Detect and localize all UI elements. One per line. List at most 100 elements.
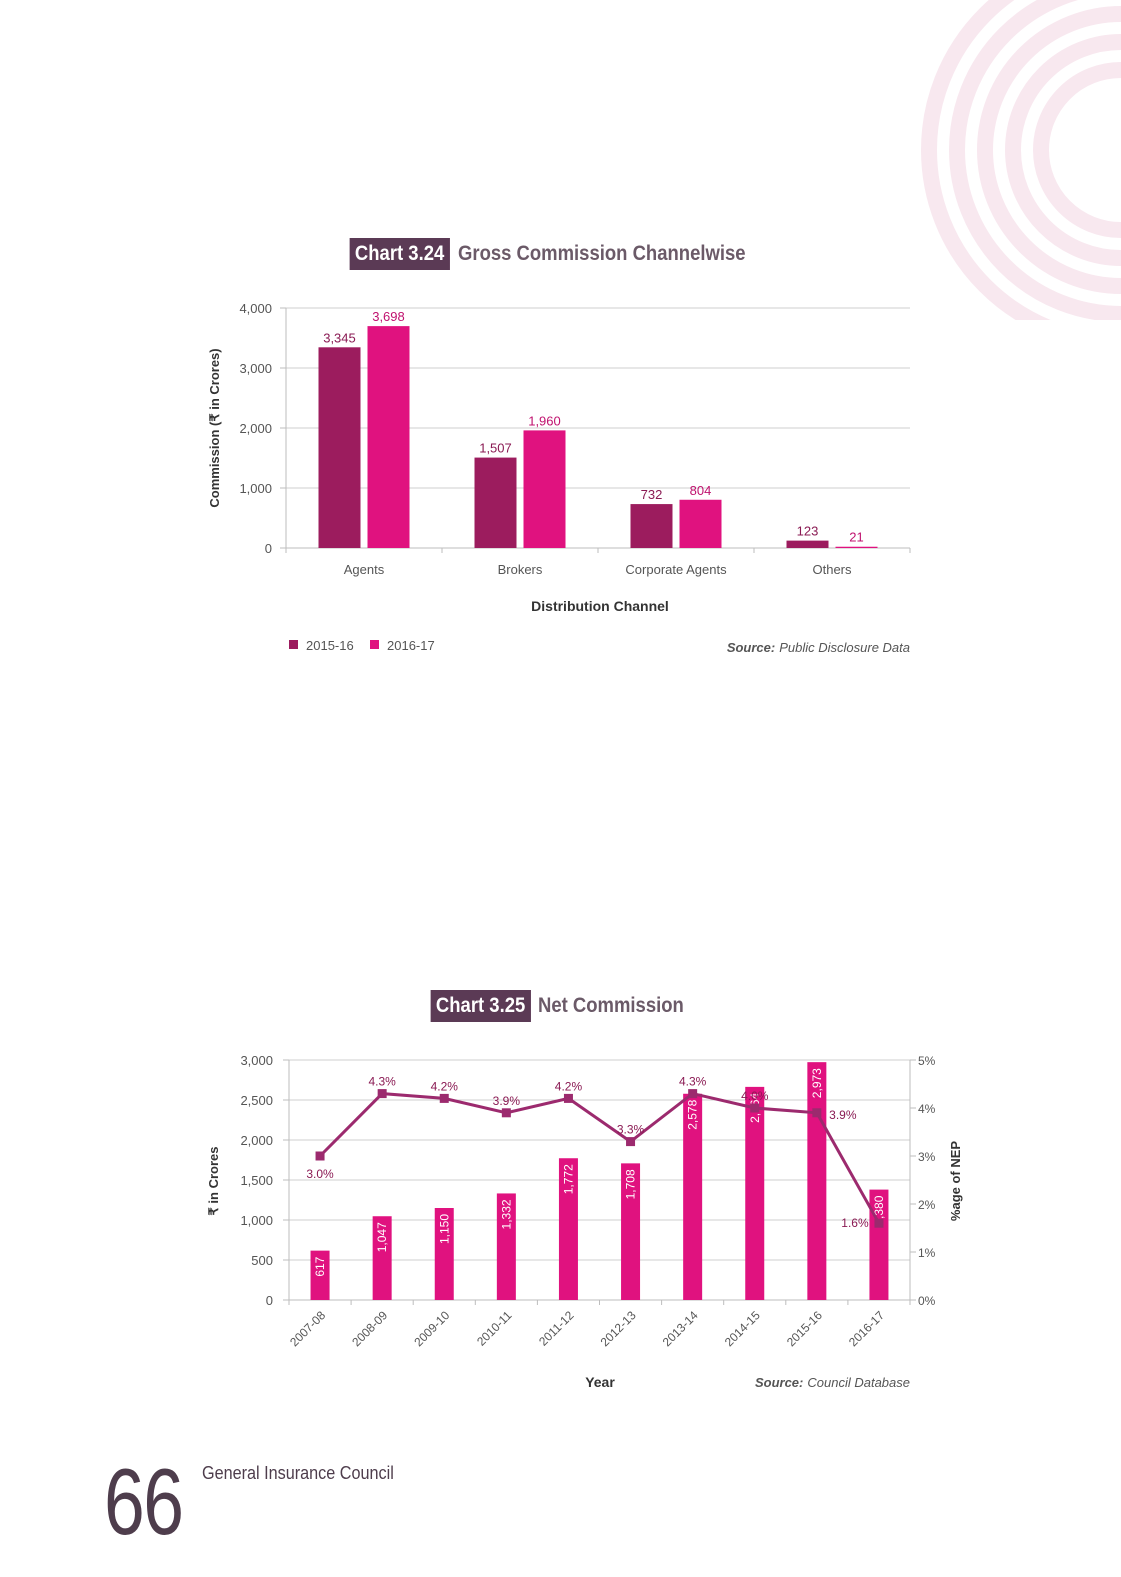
chart-3-24-y-axis-label: Commission (₹ in Crores)	[207, 348, 222, 507]
chart-3-25-y-axis-label: ₹ in Crores	[206, 1147, 221, 1216]
bar-value-label: 1,332	[499, 1199, 513, 1229]
x-tick-label: 2016-17	[846, 1308, 887, 1349]
legend-swatch-2016-17	[370, 640, 379, 649]
bar-2015-16-others	[786, 540, 829, 548]
bar-2016-17-others	[835, 546, 878, 548]
x-tick-label: 2007-08	[287, 1308, 328, 1349]
x-tick-label: 2008-09	[349, 1308, 390, 1349]
bar-value-label: 1,150	[437, 1214, 451, 1244]
x-tick-label: Others	[812, 562, 852, 577]
bar-value-label: 1,772	[561, 1164, 575, 1194]
y-tick-label: 2,000	[239, 421, 272, 436]
bar-value-label: 617	[313, 1256, 327, 1276]
line-value-label: 3.9%	[493, 1094, 521, 1108]
y-tick-label: 1,500	[240, 1173, 273, 1188]
x-tick-label: 2013-14	[660, 1308, 701, 1349]
chart-3-25-number: Chart 3.25	[430, 990, 531, 1022]
x-tick-label: 2014-15	[722, 1308, 763, 1349]
x-tick-label: Corporate Agents	[625, 562, 727, 577]
line-value-label: 4.2%	[555, 1079, 583, 1093]
line-value-label: 4.2%	[431, 1079, 459, 1093]
data-label: 21	[849, 530, 863, 545]
y2-tick-label: 3%	[918, 1150, 936, 1164]
chart-3-25-x-axis-label: Year	[585, 1374, 615, 1390]
bar-2016-17-brokers	[523, 430, 566, 548]
y-tick-label: 1,000	[239, 481, 272, 496]
y-tick-label: 500	[251, 1253, 273, 1268]
legend-label-2016-17: 2016-17	[387, 638, 435, 653]
chart-3-25-source: Source: Council Database	[755, 1375, 910, 1390]
y2-tick-label: 2%	[918, 1198, 936, 1212]
legend-swatch-2015-16	[289, 640, 298, 649]
data-label: 732	[641, 487, 663, 502]
x-tick-label: 2015-16	[784, 1308, 825, 1349]
x-tick-label: 2010-11	[474, 1308, 515, 1349]
bar-2010-11	[496, 1193, 516, 1300]
line-point-2011-12	[563, 1093, 573, 1103]
data-label: 123	[797, 524, 819, 539]
line-value-label: 4.0%	[741, 1089, 769, 1103]
bar-value-label: 2,578	[686, 1099, 700, 1129]
chart-3-24-name: Gross Commission Channelwise	[457, 242, 746, 265]
line-value-label: 4.3%	[679, 1075, 707, 1089]
line-point-2009-10	[439, 1093, 449, 1103]
line-value-label: 3.3%	[617, 1123, 645, 1137]
bar-2016-17-corporate-agents	[679, 499, 722, 548]
x-tick-label: Agents	[344, 562, 385, 577]
bar-value-label: 1,708	[624, 1169, 638, 1199]
y-tick-label: 3,000	[240, 1053, 273, 1068]
line-value-label: 1.6%	[841, 1216, 869, 1230]
y2-tick-label: 5%	[918, 1054, 936, 1068]
chart-3-25-name: Net Commission	[538, 994, 685, 1017]
line-point-2015-16	[812, 1108, 822, 1118]
chart-3-24-source-label: Source:	[727, 640, 775, 655]
y-tick-label: 2,500	[240, 1093, 273, 1108]
chart-3-24-title: Chart 3.24 Gross Commission Channelwise	[0, 238, 1121, 270]
y-tick-label: 3,000	[239, 361, 272, 376]
decorative-arcs	[921, 0, 1121, 320]
y-tick-label: 4,000	[239, 301, 272, 316]
y2-tick-label: 1%	[918, 1246, 936, 1260]
data-label: 3,345	[323, 330, 356, 345]
x-tick-label: Brokers	[498, 562, 543, 577]
chart-3-25-y2-axis-label: %age of NEP	[948, 1141, 963, 1222]
chart-3-24-number: Chart 3.24	[349, 238, 450, 270]
publisher-name: General Insurance Council	[202, 1463, 394, 1483]
y2-tick-label: 4%	[918, 1102, 936, 1116]
bar-2015-16-corporate-agents	[630, 504, 673, 548]
chart-3-24-x-axis-label: Distribution Channel	[531, 598, 669, 614]
y2-tick-label: 0%	[918, 1294, 936, 1308]
line-point-2007-08	[315, 1151, 325, 1161]
bar-2007-08	[310, 1250, 330, 1300]
bar-2011-12	[558, 1158, 578, 1300]
line-point-2013-14	[688, 1089, 698, 1099]
legend-label-2015-16: 2015-16	[306, 638, 354, 653]
bar-value-label: 2,973	[810, 1068, 824, 1098]
line-point-2008-09	[377, 1089, 387, 1099]
x-tick-label: 2012-13	[598, 1308, 639, 1349]
chart-3-25-source-label: Source:	[755, 1375, 803, 1390]
line-point-2016-17	[874, 1218, 884, 1228]
data-label: 1,507	[479, 441, 512, 456]
line-value-label: 3.9%	[829, 1108, 857, 1122]
chart-3-25-title: Chart 3.25 Net Commission	[0, 990, 1121, 1022]
chart-3-24-source: Source: Public Disclosure Data	[727, 640, 910, 655]
line-value-label: 3.0%	[306, 1167, 334, 1181]
x-tick-label: 2009-10	[411, 1308, 452, 1349]
y-tick-label: 0	[265, 541, 272, 556]
y-tick-label: 1,000	[240, 1213, 273, 1228]
bar-2014-15	[745, 1086, 765, 1300]
bar-2016-17-agents	[367, 326, 410, 548]
nep-percentage-line	[318, 1091, 881, 1224]
bar-2009-10	[434, 1208, 454, 1300]
y-tick-label: 2,000	[240, 1133, 273, 1148]
line-point-2014-15	[750, 1103, 760, 1113]
bar-2012-13	[621, 1163, 641, 1300]
bar-2008-09	[372, 1216, 392, 1300]
net-commission-chart: 6171,0471,1501,3321,7721,7082,5782,6642,…	[206, 1053, 963, 1390]
y-tick-label: 0	[266, 1293, 273, 1308]
page-number: 66	[104, 1449, 184, 1554]
bar-value-label: 1,047	[375, 1222, 389, 1252]
data-label: 804	[690, 483, 712, 498]
chart-3-25-source-text: Council Database	[807, 1375, 910, 1390]
